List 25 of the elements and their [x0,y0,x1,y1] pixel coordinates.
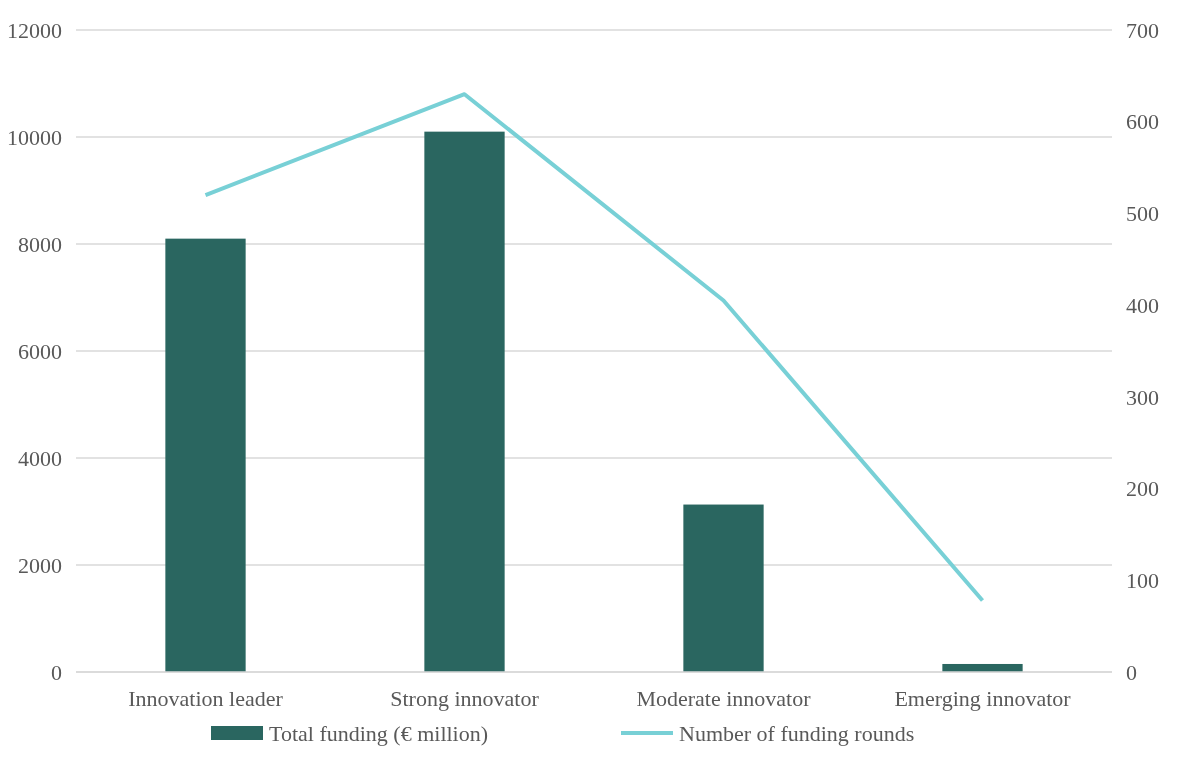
x-tick-label: Emerging innovator [894,686,1072,711]
x-tick-label: Strong innovator [390,686,540,711]
y2-tick-label: 400 [1126,292,1159,318]
line-series [203,92,985,603]
legend-label: Number of funding rounds [679,720,915,746]
bar [165,238,246,672]
y2-tick-label: 0 [1126,659,1137,685]
legend-label: Total funding (€ million) [269,720,489,746]
y2-tick-label: 200 [1126,476,1159,502]
y-tick-label: 10000 [7,124,62,150]
bar [424,131,505,672]
y-tick-label: 0 [51,659,62,685]
y-tick-label: 8000 [18,231,62,257]
y2-tick-label: 100 [1126,567,1159,593]
x-tick-label: Moderate innovator [636,686,812,711]
y2-tick-label: 700 [1126,17,1159,43]
y-tick-label: 4000 [18,445,62,471]
y-tick-label: 2000 [18,552,62,578]
y2-tick-label: 500 [1126,201,1159,227]
y2-tick-label: 300 [1126,384,1159,410]
bar [683,504,764,672]
x-tick-label: Innovation leader [128,686,284,711]
y-tick-label: 6000 [18,338,62,364]
y-tick-label: 12000 [7,17,62,43]
y2-tick-label: 600 [1126,109,1159,135]
